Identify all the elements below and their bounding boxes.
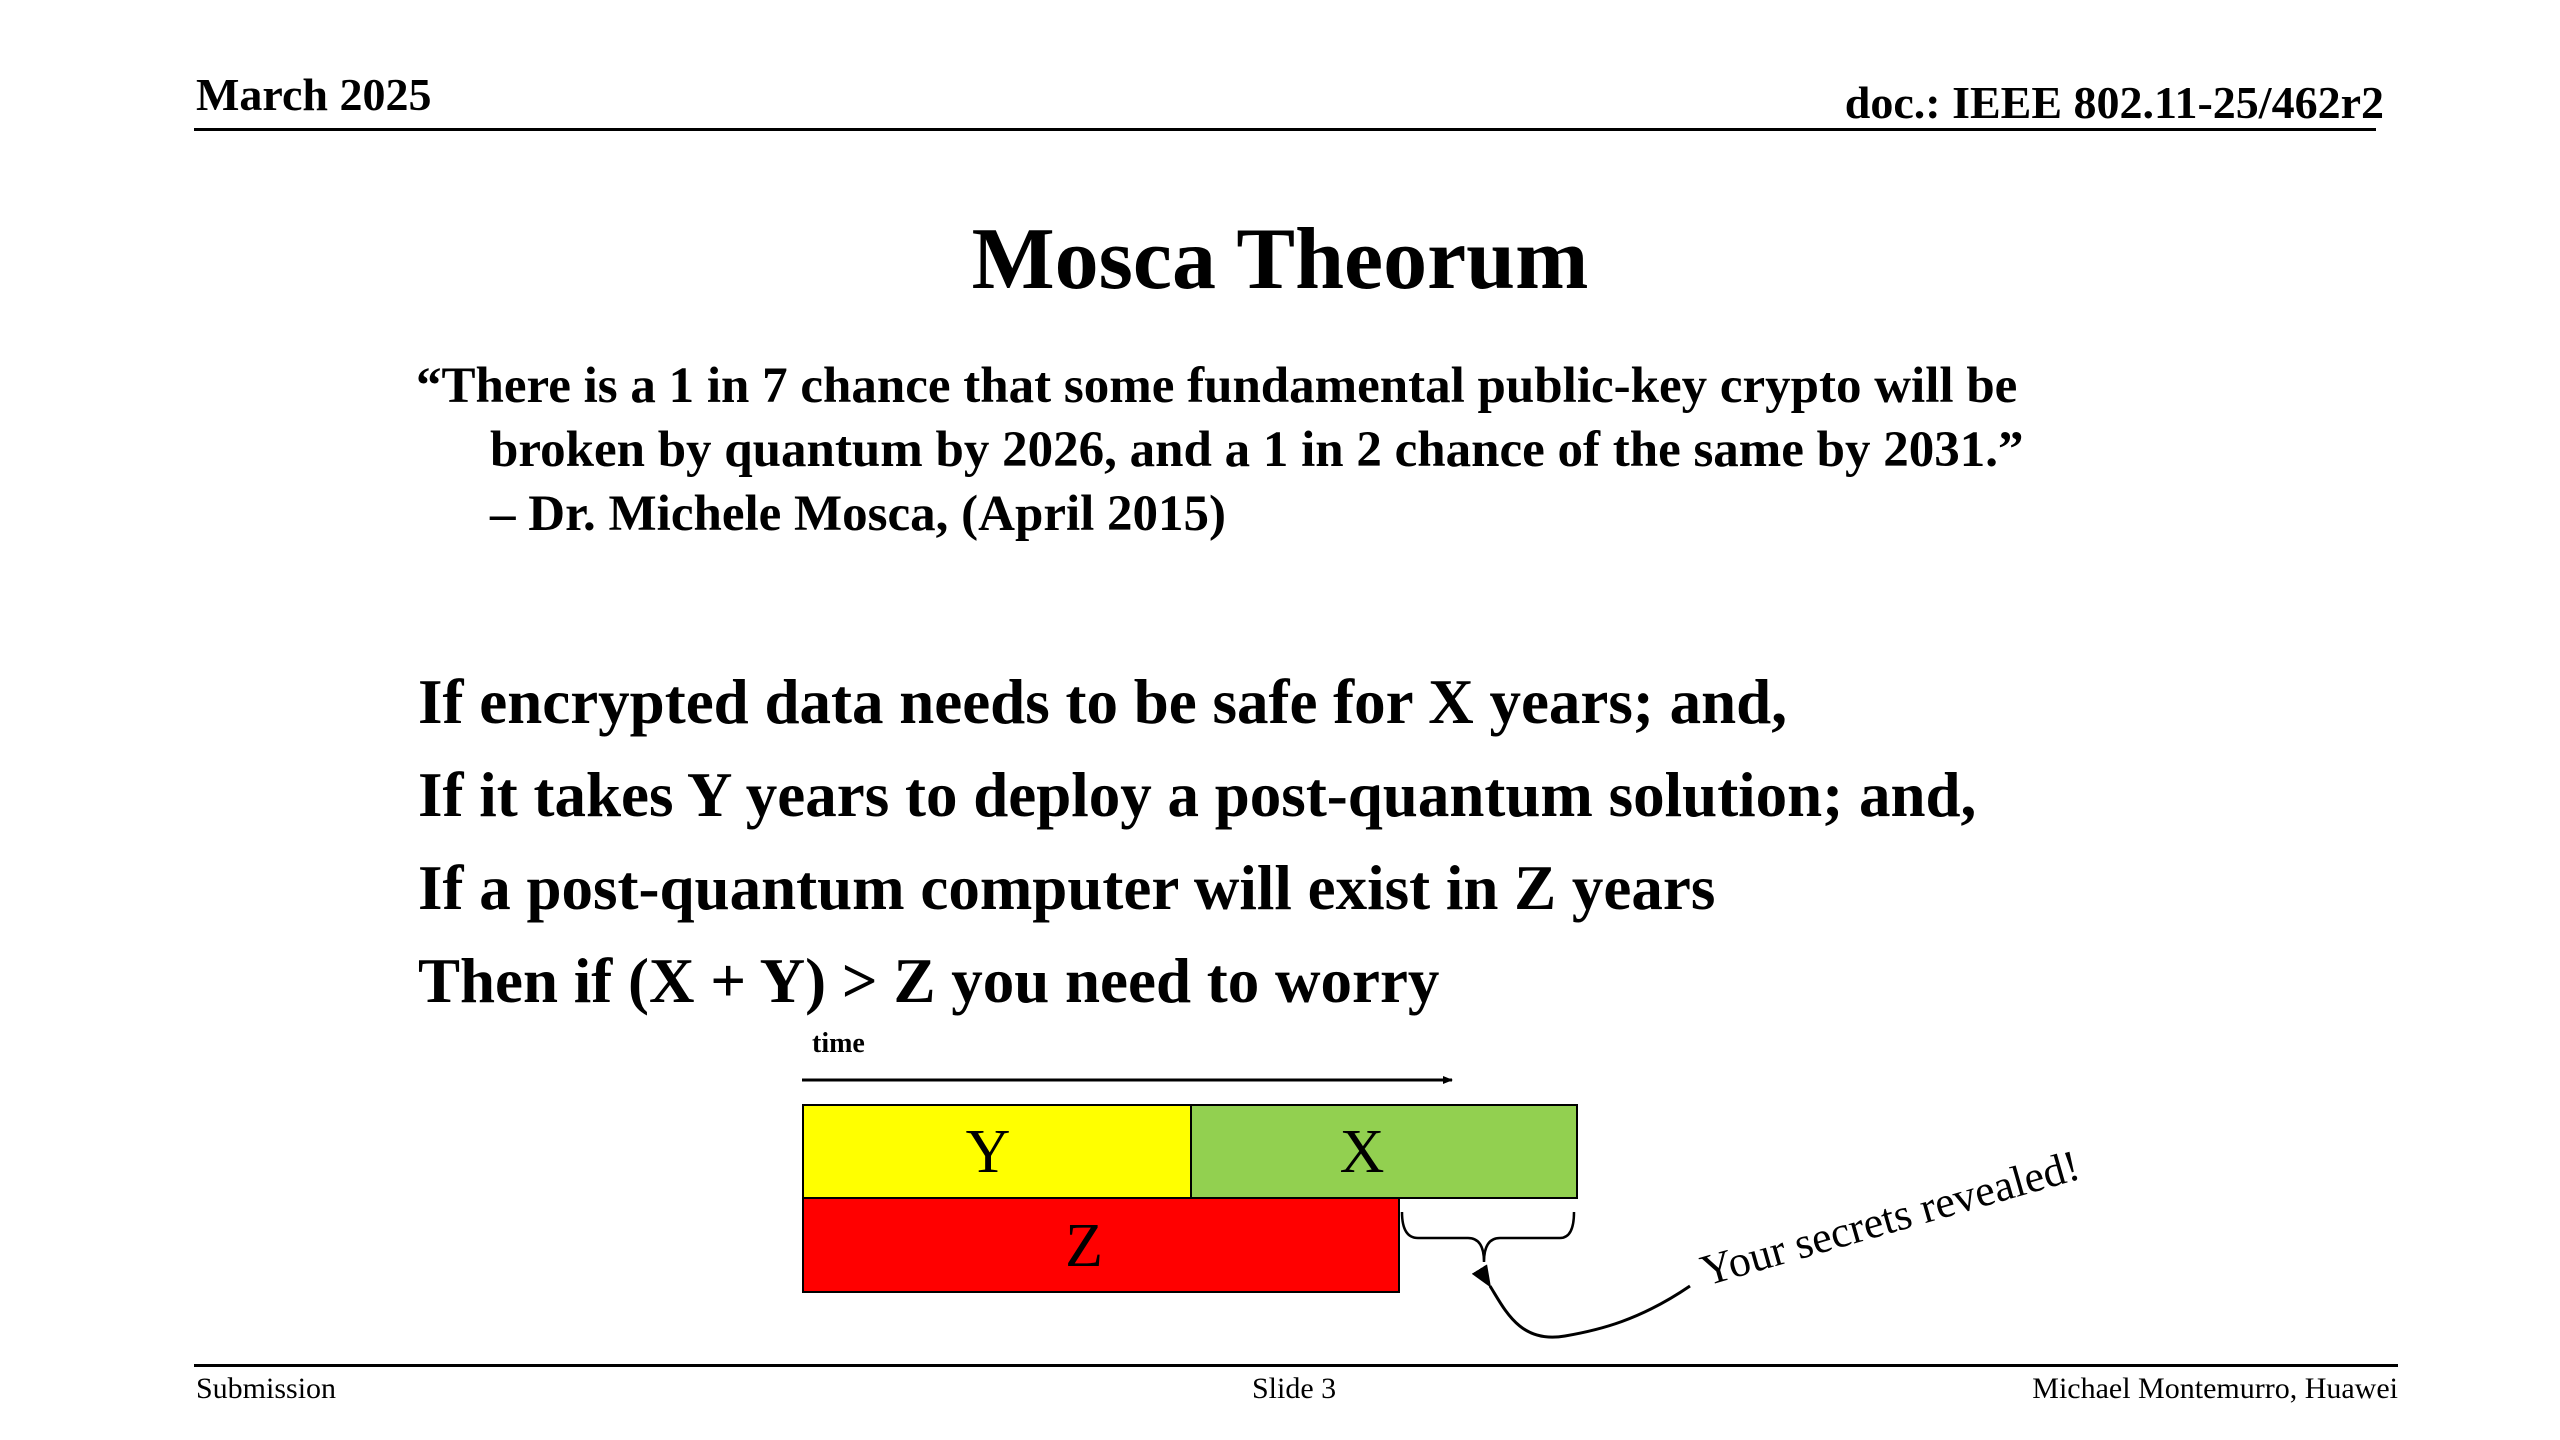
callout-text: Your secrets revealed! xyxy=(1695,1141,2085,1296)
y-bar-label: Y xyxy=(966,1118,1011,1186)
slide-title: Mosca Theorum xyxy=(971,211,1589,308)
header-rule xyxy=(194,128,2376,131)
condition-y: If it takes Y years to deploy a post-qua… xyxy=(418,760,1977,830)
conditions-list: If encrypted data needs to be safe for X… xyxy=(418,656,1976,1028)
quote-block: “There is a 1 in 7 chance that some fund… xyxy=(416,354,2176,546)
y-bar xyxy=(802,1104,1192,1199)
z-bar xyxy=(802,1197,1400,1293)
quote-line-1: “There is a 1 in 7 chance that some fund… xyxy=(416,358,2018,414)
condition-z: If a post-quantum computer will exist in… xyxy=(418,853,1716,923)
quote-attribution: – Dr. Michele Mosca, (April 2015) xyxy=(490,486,1227,542)
footer-author: Michael Montemurro, Huawei xyxy=(2032,1372,2398,1405)
gap-brace xyxy=(1400,1211,1576,1263)
x-bar-label: X xyxy=(1340,1118,1385,1186)
time-label: time xyxy=(812,1028,865,1059)
footer-slide-number: Slide 3 xyxy=(1252,1372,1337,1405)
condition-conclusion: Then if (X + Y) > Z you need to worry xyxy=(418,946,1440,1016)
header-date: March 2025 xyxy=(196,69,432,120)
footer-submission: Submission xyxy=(196,1372,337,1405)
header-doc-id: doc.: IEEE 802.11-25/462r2 xyxy=(1844,77,2384,128)
quote-line-2: broken by quantum by 2026, and a 1 in 2 … xyxy=(490,422,2024,478)
condition-x: If encrypted data needs to be safe for X… xyxy=(418,667,1787,737)
callout-arrow xyxy=(1471,1264,1691,1339)
z-bar-label: Z xyxy=(1065,1212,1103,1280)
footer-rule xyxy=(194,1364,2398,1367)
